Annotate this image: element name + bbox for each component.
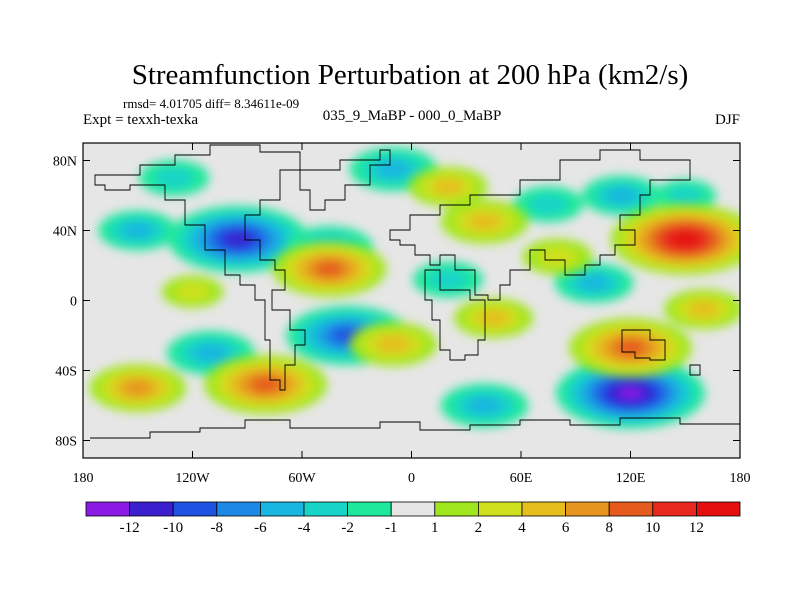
anomaly-center <box>664 289 740 330</box>
colorbar-label: 8 <box>605 520 613 536</box>
anomaly-center <box>454 298 534 338</box>
colorbar-swatch <box>347 501 392 517</box>
contour-level <box>375 335 411 353</box>
contour-field <box>83 143 740 458</box>
anomaly-center <box>513 186 584 223</box>
contour-level <box>223 232 253 247</box>
experiment-label: Expt = texxh-texka <box>83 112 198 128</box>
x-tick-label: 60W <box>288 471 316 486</box>
anomaly-center <box>581 175 661 216</box>
colorbar-label: 2 <box>475 520 483 536</box>
colorbar-swatch <box>129 501 174 517</box>
contour-level <box>154 167 195 189</box>
anomaly-center <box>89 364 186 412</box>
axis-ticks: 180 120W 60W 0 60E 120E 180 80N 40N 0 40S 80S <box>53 143 751 486</box>
colorbar-swatch <box>477 501 523 517</box>
colorbar-label: -4 <box>298 520 311 536</box>
colorbar-swatch <box>521 501 566 517</box>
colorbar-label: -10 <box>163 520 183 536</box>
anomaly-center <box>610 203 740 275</box>
anomaly-center <box>569 318 692 378</box>
colorbar-label: -12 <box>120 520 140 536</box>
anomaly-center <box>654 179 716 212</box>
colorbar-swatch <box>608 501 654 517</box>
contour-level <box>432 178 464 195</box>
colorbar-swatch <box>390 501 436 517</box>
x-tick-label: 120W <box>175 471 210 486</box>
anomaly-center <box>554 263 634 303</box>
colorbar-swatch <box>172 501 218 517</box>
contour-level <box>250 377 281 392</box>
anomaly-center <box>204 354 327 415</box>
contour-level <box>617 386 644 400</box>
colorbar-swatch <box>259 501 305 517</box>
colorbar-label: -1 <box>385 520 398 536</box>
contour-level <box>528 194 569 215</box>
colorbar-swatch <box>303 501 348 517</box>
anomaly-center <box>440 383 529 428</box>
anomaly-center <box>272 241 387 297</box>
anomaly-center <box>349 322 438 367</box>
contour-level <box>688 301 719 318</box>
period-label: 035_9_MaBP - 000_0_MaBP <box>323 108 502 124</box>
season-label: DJF <box>715 112 740 128</box>
anomaly-center <box>408 166 488 207</box>
colorbar-label: 10 <box>645 520 660 536</box>
x-tick-label: 180 <box>730 471 751 486</box>
colorbar-swatch <box>696 501 741 517</box>
stats-text: rmsd= 4.01705 diff= 8.34611e-09 <box>123 96 299 111</box>
contour-level <box>175 282 210 301</box>
anomaly-center <box>98 210 178 251</box>
contour-level <box>123 380 153 396</box>
y-tick-label: 40S <box>55 365 77 380</box>
coastline-outline <box>90 144 740 439</box>
colorbar-label: -2 <box>341 520 354 536</box>
colorbar: -12 -10 -8 -6 -4 -2 -1 1 2 4 6 8 10 12 <box>85 501 741 536</box>
colorbar-label: 4 <box>518 520 526 536</box>
x-tick-label: 180 <box>73 471 94 486</box>
y-tick-label: 80S <box>55 435 77 450</box>
contour-level <box>671 232 699 246</box>
colorbar-label: -8 <box>211 520 224 536</box>
contour-level <box>193 344 229 362</box>
colorbar-label: 12 <box>689 520 704 536</box>
contour-level <box>605 187 637 204</box>
contour-level <box>537 246 578 267</box>
y-tick-label: 0 <box>70 295 77 310</box>
colorbar-swatch <box>85 501 130 517</box>
colorbar-swatch <box>216 501 261 517</box>
contour-level <box>315 262 344 276</box>
contour-level <box>467 213 502 231</box>
contour-level <box>478 310 510 326</box>
anomaly-center <box>440 199 529 244</box>
anomaly-center <box>161 275 224 308</box>
contour-level <box>667 186 703 205</box>
y-tick-label: 40N <box>53 225 77 240</box>
colorbar-swatch <box>565 501 610 517</box>
contour-level <box>615 340 646 356</box>
colorbar-label: -6 <box>254 520 267 536</box>
colorbar-label: 1 <box>431 520 439 536</box>
contour-level <box>122 222 154 239</box>
contour-level <box>467 396 502 415</box>
contour-level <box>578 275 610 291</box>
colorbar-label: 6 <box>562 520 570 536</box>
colorbar-swatch <box>434 501 479 517</box>
anomaly-center <box>168 205 309 273</box>
anomaly-center <box>139 160 210 196</box>
anomaly-center <box>413 261 483 298</box>
y-tick-label: 80N <box>53 155 77 170</box>
colorbar-swatch <box>652 501 697 517</box>
x-tick-label: 60E <box>510 471 533 486</box>
chart-title: Streamfunction Perturbation at 200 hPa (… <box>132 59 689 91</box>
x-tick-label: 0 <box>408 471 415 486</box>
anomaly-center <box>556 357 705 429</box>
x-tick-label: 120E <box>616 471 646 486</box>
contour-level <box>428 269 468 290</box>
anomaly-center <box>522 238 593 275</box>
contour-level <box>375 160 411 178</box>
